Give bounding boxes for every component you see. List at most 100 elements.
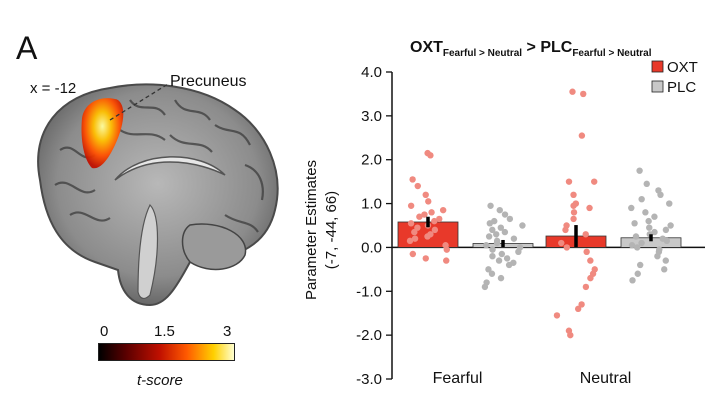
- y-tick-label: -1.0: [356, 283, 382, 300]
- data-point: [409, 176, 416, 183]
- data-point: [503, 255, 511, 262]
- legend-label-oxt: OXT: [667, 59, 698, 76]
- legend-label-plc: PLC: [667, 79, 696, 96]
- data-point: [667, 222, 674, 229]
- data-point: [628, 204, 635, 212]
- data-point: [580, 90, 587, 98]
- data-point: [631, 220, 638, 227]
- y-axis-label-coords: (-7, -44, 66): [323, 191, 340, 269]
- data-point: [411, 228, 418, 236]
- data-point: [587, 274, 594, 282]
- data-point: [570, 215, 577, 223]
- region-leader-line: [109, 83, 169, 121]
- data-point: [422, 255, 429, 262]
- data-point: [443, 246, 450, 253]
- data-point: [663, 237, 671, 245]
- data-point: [489, 253, 496, 260]
- data-point: [569, 88, 576, 95]
- data-point: [411, 235, 419, 242]
- data-point: [506, 215, 514, 223]
- y-tick-label: 1.0: [361, 196, 382, 213]
- data-point: [487, 202, 494, 209]
- data-point: [562, 226, 569, 234]
- data-point: [416, 213, 423, 220]
- data-point: [666, 200, 673, 207]
- data-point: [646, 224, 653, 231]
- data-point: [497, 224, 505, 231]
- data-point: [582, 283, 590, 291]
- data-point: [578, 132, 586, 139]
- data-point: [498, 250, 506, 258]
- data-point: [638, 195, 645, 203]
- data-point: [563, 244, 571, 251]
- data-point: [570, 202, 577, 209]
- data-point: [495, 257, 503, 264]
- data-point: [645, 217, 652, 225]
- data-point: [485, 233, 493, 240]
- brainstem: [137, 203, 159, 299]
- data-point: [427, 152, 434, 159]
- data-point: [436, 215, 443, 223]
- data-point: [638, 239, 645, 247]
- data-point: [574, 305, 582, 313]
- data-point: [425, 198, 432, 205]
- data-point: [424, 233, 431, 240]
- data-point: [582, 231, 589, 238]
- data-point: [633, 244, 641, 251]
- data-point: [407, 202, 415, 209]
- panel-letter: A: [16, 30, 38, 66]
- data-point: [654, 253, 661, 260]
- data-point: [519, 222, 526, 229]
- data-point: [482, 242, 490, 249]
- data-point: [628, 242, 636, 249]
- cerebellum: [181, 223, 247, 271]
- data-point: [567, 331, 574, 339]
- colorbar-max-label: 3: [223, 323, 232, 340]
- data-point: [657, 191, 664, 198]
- activation-cluster: [81, 98, 124, 169]
- chart-error-bars: [426, 216, 653, 247]
- y-axis-label-group: Parameter Estimates (-7, -44, 66): [303, 160, 340, 300]
- data-point: [636, 167, 643, 174]
- data-point: [578, 301, 585, 308]
- legend-swatch-oxt: [651, 60, 664, 73]
- data-point: [565, 178, 573, 185]
- data-point: [570, 191, 577, 198]
- colorbar-min-label: 0: [100, 323, 109, 340]
- data-point: [443, 257, 450, 264]
- t-score-colorbar: [98, 343, 235, 361]
- data-point: [428, 209, 435, 216]
- data-point: [583, 248, 590, 256]
- y-tick-label: -2.0: [356, 327, 382, 344]
- data-point: [586, 204, 593, 212]
- y-tick-label: -3.0: [356, 371, 382, 388]
- category-label-fearful: Fearful: [433, 370, 483, 387]
- data-point: [481, 283, 489, 291]
- data-point: [486, 220, 494, 227]
- data-point: [553, 312, 561, 319]
- data-point: [485, 266, 492, 273]
- region-label: Precuneus: [170, 73, 247, 90]
- data-point: [409, 250, 417, 258]
- data-point: [421, 211, 428, 218]
- data-point: [662, 257, 669, 264]
- data-point: [497, 274, 505, 282]
- data-point: [406, 237, 414, 245]
- chart-title: OXTFearful > Neutral > PLCFearful > Neut…: [410, 39, 652, 59]
- data-point: [634, 270, 641, 277]
- data-point: [642, 209, 649, 216]
- data-point: [489, 246, 496, 253]
- data-point: [510, 235, 518, 242]
- y-tick-label: 3.0: [361, 108, 382, 125]
- data-point: [558, 239, 565, 247]
- data-point: [414, 182, 421, 190]
- chart-points: [406, 88, 674, 339]
- legend-swatch-plc: [651, 80, 664, 93]
- data-point: [501, 228, 509, 236]
- data-point: [662, 226, 670, 234]
- data-point: [496, 206, 503, 214]
- data-point: [570, 209, 578, 216]
- data-point: [493, 231, 500, 238]
